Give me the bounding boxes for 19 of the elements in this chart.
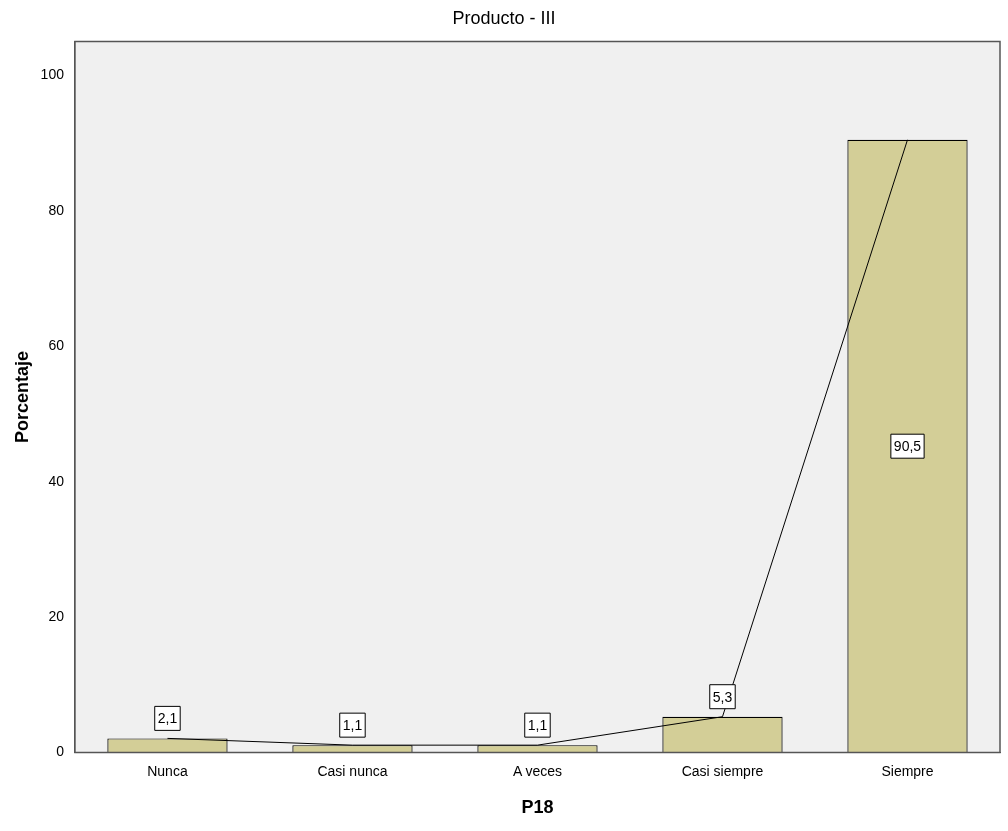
chart-title: Producto - III — [452, 7, 556, 28]
y-tick-label: 0 — [56, 743, 65, 760]
data-label: 90,5 — [893, 438, 922, 455]
y-tick-label: 60 — [48, 337, 65, 354]
x-axis-title: P18 — [521, 797, 554, 818]
y-axis-title: Porcentaje — [11, 351, 32, 444]
data-label: 1,1 — [342, 717, 363, 734]
y-tick-label: 20 — [48, 608, 65, 625]
y-tick-label: 80 — [48, 201, 65, 218]
data-label: 5,3 — [712, 688, 733, 705]
y-tick-label: 100 — [40, 66, 65, 83]
x-tick-label: Siempre — [881, 762, 934, 779]
data-label: 1,1 — [527, 717, 548, 734]
x-tick-label: Casi siempre — [681, 762, 764, 779]
x-tick-label: Nunca — [147, 762, 188, 779]
y-tick-label: 40 — [48, 472, 65, 489]
data-label: 2,1 — [157, 710, 178, 727]
x-tick-label: Casi nunca — [317, 762, 388, 779]
x-tick-label: A veces — [512, 762, 562, 779]
